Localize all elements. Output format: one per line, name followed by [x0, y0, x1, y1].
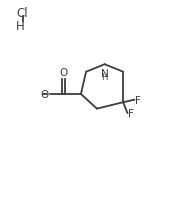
Text: O: O [41, 90, 49, 99]
Text: H: H [101, 73, 108, 82]
Text: F: F [135, 95, 141, 105]
Text: N: N [101, 68, 108, 78]
Text: Cl: Cl [16, 7, 28, 20]
Text: H: H [16, 20, 25, 33]
Text: O: O [60, 68, 68, 78]
Text: F: F [128, 108, 134, 118]
